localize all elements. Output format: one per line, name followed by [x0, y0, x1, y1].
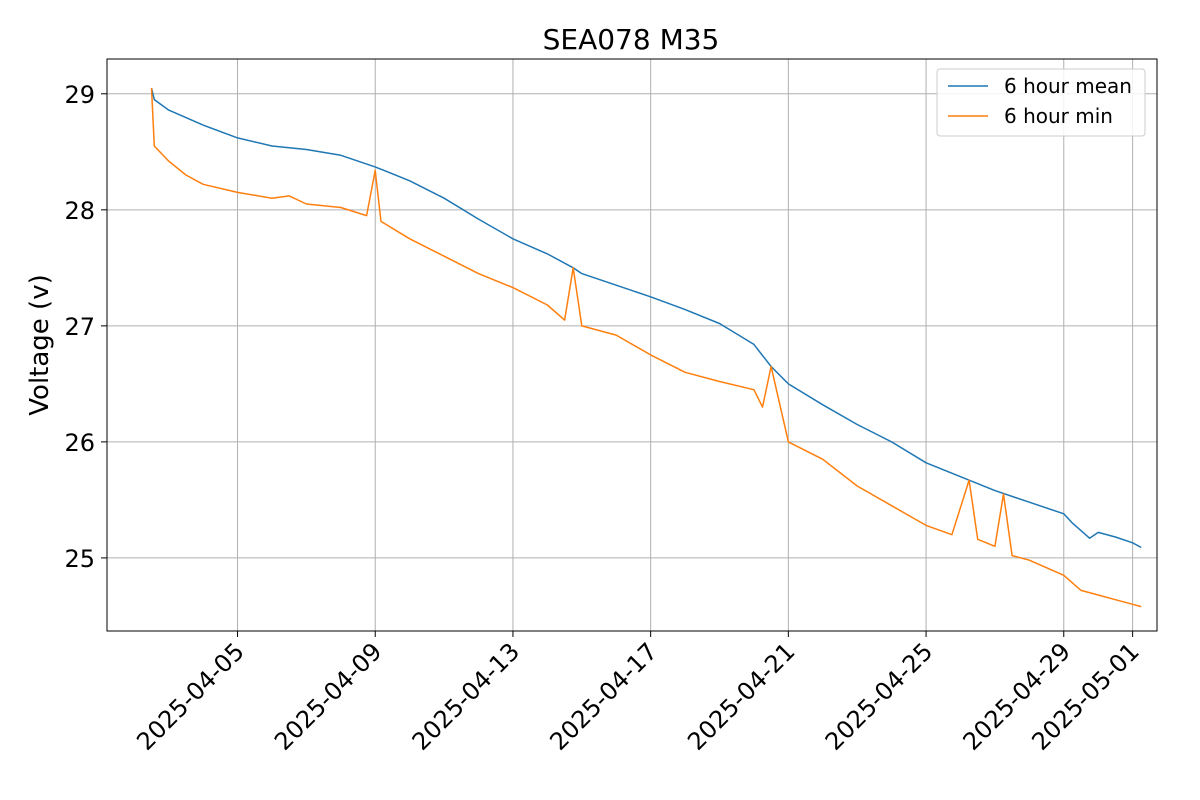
x-tick-label: 2025-04-21: [682, 637, 800, 755]
chart-title: SEA078 M35: [543, 23, 720, 56]
x-tick-label: 2025-04-09: [269, 637, 387, 755]
legend-label-min: 6 hour min: [1004, 104, 1113, 128]
y-tick-label: 25: [64, 545, 95, 573]
legend-box: [936, 68, 1146, 137]
axis-ticks: 2025-04-05 2025-04-09 2025-04-13 2025-04-17…: [64, 81, 1144, 756]
y-tick-label: 27: [64, 313, 95, 341]
y-tick-label: 28: [64, 197, 95, 225]
series-line-6-hour-min: [150, 87, 1142, 608]
plot-frame: [106, 58, 1158, 632]
y-tick-label: 29: [64, 81, 95, 109]
y-axis-label: Voltage (v): [25, 274, 55, 415]
x-tick-label: 2025-04-05: [131, 637, 249, 755]
series-line-6-hour-mean: [150, 87, 1142, 549]
y-tick-label: 26: [64, 429, 95, 457]
x-tick-label: 2025-04-13: [407, 637, 525, 755]
legend-label-mean: 6 hour mean: [1004, 74, 1132, 98]
x-tick-label: 2025-04-25: [820, 637, 938, 755]
series-lines: [150, 87, 1142, 608]
legend: 6 hour mean 6 hour min: [936, 68, 1146, 137]
x-tick-label: 2025-04-17: [544, 637, 662, 755]
